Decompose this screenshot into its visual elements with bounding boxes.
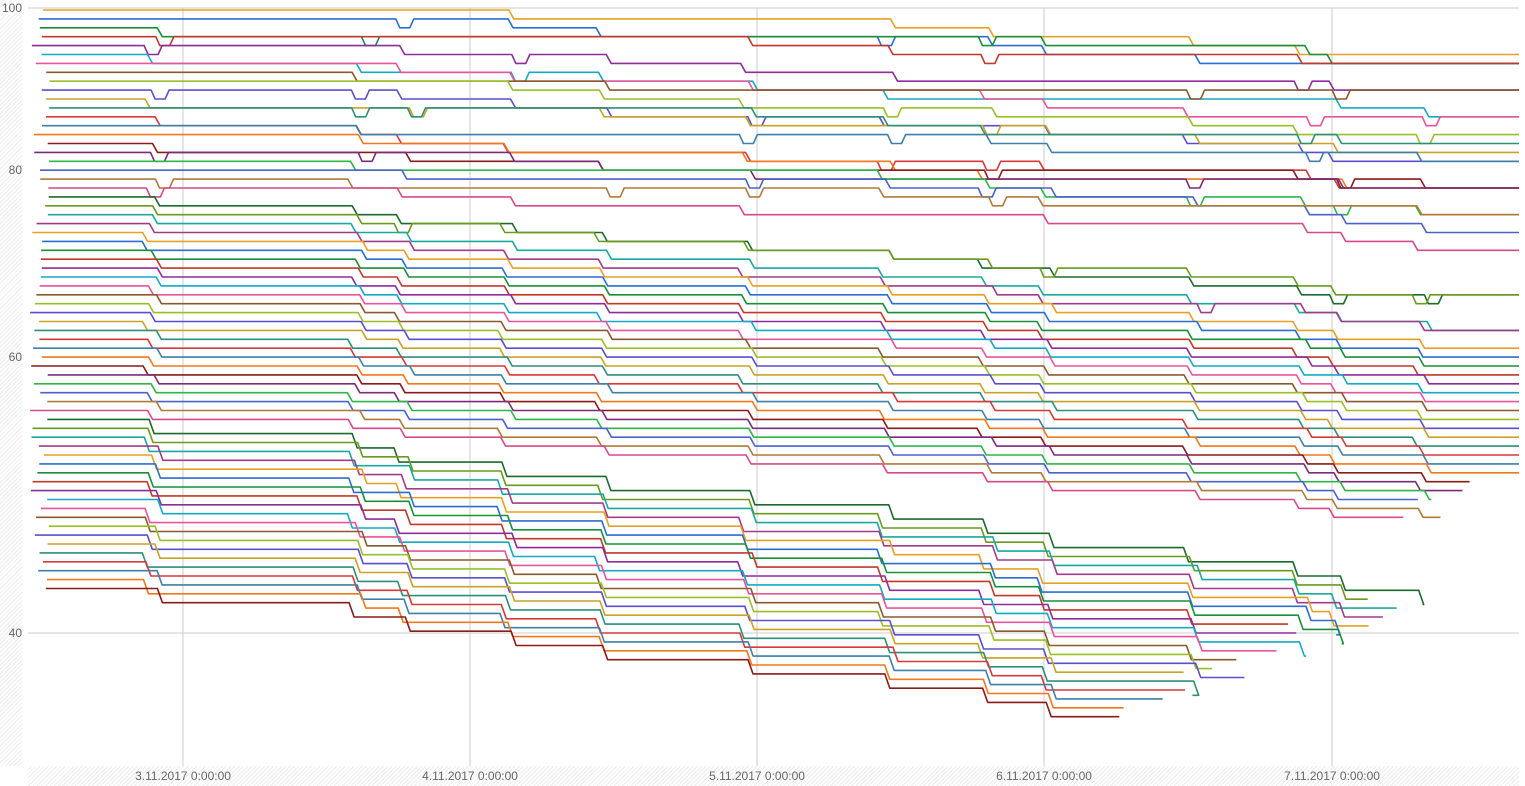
y-tick-60: 60 [8, 350, 22, 364]
y-tick-80: 80 [8, 163, 22, 177]
x-tick-4-11: 4.11.2017 0:00:00 [422, 769, 518, 783]
series-lines [30, 9, 1519, 718]
x-tick-7-11: 7.11.2017 0:00:00 [1284, 769, 1380, 783]
x-tick-3-11: 3.11.2017 0:00:00 [135, 769, 231, 783]
y-axis-gutter [0, 0, 22, 766]
y-tick-100: 100 [1, 1, 22, 15]
x-tick-6-11: 6.11.2017 0:00:00 [996, 769, 1092, 783]
x-axis-gutter [28, 766, 1519, 786]
grid-lines [28, 7, 1519, 766]
y-tick-40: 40 [8, 626, 22, 640]
x-tick-5-11: 5.11.2017 0:00:00 [709, 769, 805, 783]
